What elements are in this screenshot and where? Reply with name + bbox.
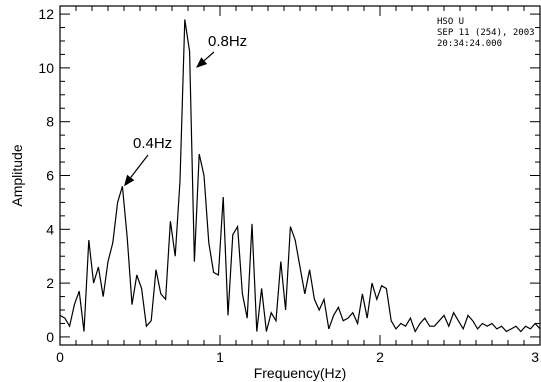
x-tick-label: 3 xyxy=(531,349,539,365)
annotations-group: 0.8Hz 0.4Hz xyxy=(124,33,247,187)
x-tick-label: 2 xyxy=(376,349,384,365)
annotation-arrow-head xyxy=(196,57,208,68)
y-tick-label: 12 xyxy=(38,6,54,22)
y-tick-label: 8 xyxy=(46,114,54,130)
y-tick-label: 6 xyxy=(46,168,54,184)
annotation-arrow-head xyxy=(124,174,135,187)
series-group xyxy=(59,19,541,333)
annotation-label: 0.8Hz xyxy=(208,33,247,50)
annotation-arrow-shaft xyxy=(130,154,149,178)
y-tick-label: 4 xyxy=(46,221,54,237)
annotation-label: 0.4Hz xyxy=(133,135,172,152)
stamp-line: 20:34:24.000 xyxy=(437,39,502,49)
spectrum-line xyxy=(59,19,541,333)
x-tick-label: 1 xyxy=(216,349,224,365)
stamp-line: SEP 11 (254), 2003 xyxy=(437,28,535,38)
stamp-line: HSO U xyxy=(437,17,464,27)
x-axis-title: Frequency(Hz) xyxy=(254,365,347,381)
annotation-arrow-shaft xyxy=(203,51,215,62)
x-tick-label: 0 xyxy=(56,349,64,365)
y-tick-label: 10 xyxy=(38,60,54,76)
y-tick-label: 2 xyxy=(46,275,54,291)
y-tick-label: 0 xyxy=(46,329,54,345)
y-axis-ticks: 0 2 4 6 8 10 12 xyxy=(38,6,540,345)
x-axis-ticks: 0 1 2 3 xyxy=(56,6,541,365)
y-axis-title: Amplitude xyxy=(9,144,25,206)
